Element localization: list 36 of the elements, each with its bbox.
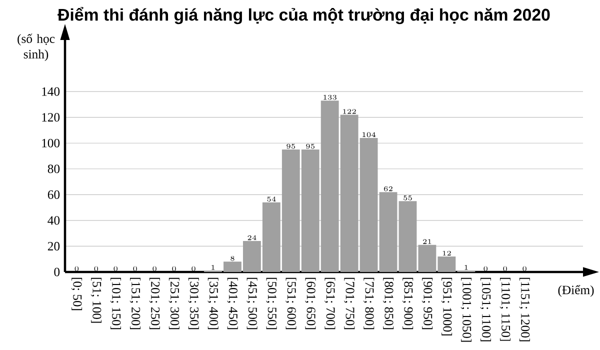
x-tick-label: [251; 300]	[168, 278, 180, 330]
x-tick-label: [851; 900]	[402, 278, 414, 330]
x-tick-label: [51; 100]	[90, 278, 102, 323]
x-tick-label: [451; 500]	[246, 278, 258, 330]
y-tick-label: 80	[48, 164, 60, 174]
x-tick-label: [1001; 1050]	[460, 278, 472, 342]
x-tick-label: [901; 950]	[422, 278, 433, 330]
x-tick-label: [751; 800]	[363, 278, 374, 330]
x-tick-label: [651; 700]	[324, 278, 336, 330]
y-tick-label: 120	[42, 113, 60, 122]
x-tick-label: [1051; 1100]	[480, 278, 491, 342]
bar	[379, 192, 398, 272]
x-tick-label: [1151; 1200]	[519, 278, 530, 342]
y-tick-label: 100	[42, 138, 60, 148]
x-tick-label: [301; 350]	[188, 278, 199, 330]
x-tick-label: [201; 250]	[149, 278, 160, 330]
x-tick-label: [501; 550]	[266, 278, 277, 330]
x-tick-label: [701; 750]	[344, 278, 355, 330]
x-axis-title: (Điểm)	[558, 284, 594, 297]
x-tick-label: [151; 200]	[130, 278, 140, 330]
chart-title: Điểm thi đánh giá năng lực của một trường đại học năm 2020	[58, 6, 550, 24]
x-tick-label: [101; 150]	[110, 278, 121, 330]
x-tick-label: [801; 850]	[382, 278, 394, 330]
x-tick-label: [0; 50]	[71, 278, 82, 310]
x-tick-label: [1101; 1150]	[500, 278, 510, 341]
x-tick-label: [601; 650]	[305, 278, 316, 330]
y-axis-title: (số học sinh)	[18, 34, 55, 62]
x-tick-label: [351; 400]	[208, 278, 218, 330]
x-tick-label: [401; 450]	[227, 278, 238, 330]
y-tick-label: 60	[48, 190, 60, 199]
y-tick-label: 40	[48, 216, 60, 225]
y-tick-label: 140	[42, 87, 60, 96]
y-tick-label: 0	[54, 268, 60, 276]
y-tick-label: 20	[48, 242, 60, 250]
x-tick-label: [951; 1000]	[441, 278, 452, 336]
x-tick-label: [551; 600]	[286, 278, 296, 330]
